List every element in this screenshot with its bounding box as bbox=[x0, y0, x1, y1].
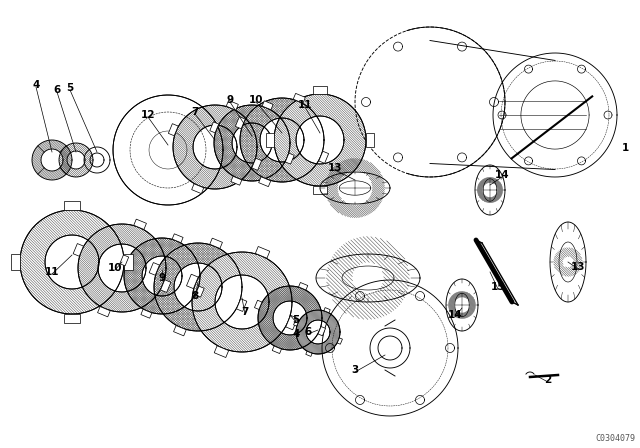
Polygon shape bbox=[266, 133, 274, 147]
Polygon shape bbox=[195, 286, 204, 297]
Text: 9: 9 bbox=[159, 273, 166, 283]
Circle shape bbox=[78, 224, 166, 312]
Polygon shape bbox=[272, 346, 282, 353]
Polygon shape bbox=[64, 314, 80, 323]
Circle shape bbox=[296, 116, 344, 164]
Text: 5: 5 bbox=[292, 315, 300, 325]
Text: 10: 10 bbox=[249, 95, 263, 105]
Text: 15: 15 bbox=[491, 282, 505, 292]
Polygon shape bbox=[366, 133, 374, 147]
Polygon shape bbox=[231, 177, 242, 185]
Circle shape bbox=[296, 310, 340, 354]
Polygon shape bbox=[313, 86, 327, 94]
Polygon shape bbox=[214, 346, 228, 358]
Circle shape bbox=[154, 243, 242, 331]
Polygon shape bbox=[226, 100, 238, 110]
Polygon shape bbox=[259, 177, 271, 187]
Polygon shape bbox=[161, 280, 171, 293]
Polygon shape bbox=[11, 254, 20, 270]
Polygon shape bbox=[285, 153, 294, 164]
Polygon shape bbox=[319, 151, 328, 164]
Circle shape bbox=[214, 105, 290, 181]
Text: 13: 13 bbox=[571, 262, 585, 272]
Polygon shape bbox=[286, 315, 298, 330]
Text: 8: 8 bbox=[191, 291, 198, 301]
Text: 9: 9 bbox=[227, 95, 234, 105]
Text: 12: 12 bbox=[141, 110, 156, 120]
Polygon shape bbox=[120, 255, 129, 266]
Text: 2: 2 bbox=[545, 375, 552, 385]
Circle shape bbox=[124, 238, 200, 314]
Circle shape bbox=[193, 125, 237, 169]
Polygon shape bbox=[294, 320, 299, 326]
Polygon shape bbox=[337, 338, 342, 344]
Circle shape bbox=[274, 94, 366, 186]
Circle shape bbox=[45, 235, 99, 289]
Circle shape bbox=[273, 301, 307, 335]
Text: C0304079: C0304079 bbox=[595, 434, 635, 443]
Text: 13: 13 bbox=[328, 163, 342, 173]
Polygon shape bbox=[252, 158, 262, 170]
Text: 14: 14 bbox=[495, 170, 509, 180]
Text: 7: 7 bbox=[191, 107, 198, 117]
Circle shape bbox=[98, 244, 146, 292]
Polygon shape bbox=[134, 219, 147, 229]
Circle shape bbox=[174, 263, 222, 311]
Circle shape bbox=[258, 286, 322, 350]
Polygon shape bbox=[255, 246, 270, 258]
Polygon shape bbox=[173, 326, 186, 336]
Polygon shape bbox=[186, 274, 198, 289]
Polygon shape bbox=[124, 254, 133, 270]
Polygon shape bbox=[298, 283, 308, 290]
Text: 10: 10 bbox=[108, 263, 122, 273]
Text: 5: 5 bbox=[67, 83, 74, 93]
Circle shape bbox=[192, 252, 292, 352]
Circle shape bbox=[260, 118, 304, 162]
Polygon shape bbox=[293, 93, 305, 103]
Text: 11: 11 bbox=[298, 100, 312, 110]
Polygon shape bbox=[210, 238, 223, 249]
Circle shape bbox=[232, 123, 272, 163]
Circle shape bbox=[113, 95, 223, 205]
Text: 3: 3 bbox=[351, 365, 358, 375]
Polygon shape bbox=[255, 300, 262, 310]
Text: 14: 14 bbox=[448, 310, 462, 320]
Polygon shape bbox=[168, 124, 178, 136]
Polygon shape bbox=[324, 308, 330, 313]
Polygon shape bbox=[313, 186, 327, 194]
Circle shape bbox=[215, 275, 269, 329]
Polygon shape bbox=[149, 263, 159, 275]
Circle shape bbox=[306, 320, 330, 344]
Polygon shape bbox=[97, 306, 110, 317]
Text: 1: 1 bbox=[621, 143, 628, 153]
Polygon shape bbox=[306, 351, 312, 357]
Polygon shape bbox=[262, 101, 273, 110]
Polygon shape bbox=[191, 184, 204, 194]
Text: 4: 4 bbox=[32, 80, 40, 90]
Polygon shape bbox=[237, 299, 247, 311]
Text: 7: 7 bbox=[241, 307, 249, 317]
Text: 11: 11 bbox=[45, 267, 60, 277]
Text: 4: 4 bbox=[292, 329, 300, 339]
Polygon shape bbox=[141, 309, 152, 318]
Polygon shape bbox=[172, 234, 183, 243]
Polygon shape bbox=[73, 244, 83, 256]
Circle shape bbox=[173, 105, 257, 189]
Polygon shape bbox=[64, 201, 80, 210]
Polygon shape bbox=[318, 327, 326, 336]
Polygon shape bbox=[210, 122, 219, 133]
Text: 6: 6 bbox=[53, 85, 61, 95]
Circle shape bbox=[142, 256, 182, 296]
Circle shape bbox=[20, 210, 124, 314]
Circle shape bbox=[240, 98, 324, 182]
Text: 6: 6 bbox=[305, 327, 312, 337]
Polygon shape bbox=[236, 116, 245, 129]
